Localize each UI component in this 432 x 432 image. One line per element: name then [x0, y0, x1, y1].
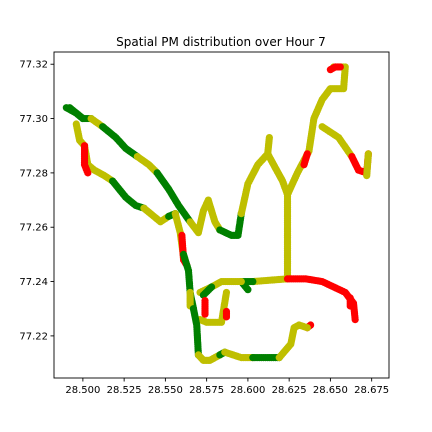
data-point	[303, 324, 311, 332]
x-tick-label: 28.550	[148, 385, 183, 396]
y-tick-label: 77.32	[19, 60, 48, 71]
data-point	[222, 313, 231, 321]
x-tick-label: 28.575	[189, 385, 224, 396]
y-tick-label: 77.30	[19, 114, 48, 125]
data-point	[351, 315, 359, 324]
x-tick-label: 28.525	[107, 385, 142, 396]
x-tick-label: 28.500	[65, 385, 100, 396]
x-tick-label: 28.675	[354, 385, 389, 396]
chart-title: Spatial PM distribution over Hour 7	[116, 35, 326, 49]
data-point	[336, 63, 344, 71]
y-tick-label: 77.22	[19, 331, 48, 342]
data-point	[265, 133, 273, 142]
data-point	[84, 169, 92, 177]
data-point	[363, 172, 371, 180]
data-point	[199, 291, 207, 299]
x-tick-label: 28.600	[230, 385, 265, 396]
plot-area-frame	[53, 51, 390, 379]
data-point	[244, 286, 252, 294]
data-point	[303, 150, 311, 158]
x-tick-label: 28.625	[272, 385, 307, 396]
data-point	[201, 310, 209, 318]
y-tick-label: 77.24	[19, 277, 48, 288]
y-tick-label: 77.26	[19, 223, 48, 234]
y-tick-label: 77.28	[19, 168, 48, 179]
x-tick-label: 28.650	[313, 385, 348, 396]
y-axis: 77.22 77.24 77.26 77.28 77.30 77.32	[19, 60, 54, 342]
data-point	[79, 114, 87, 123]
data-points-layer	[62, 63, 372, 364]
x-axis: 28.500 28.525 28.550 28.575 28.600 28.625 28.6…	[65, 378, 389, 396]
data-point	[346, 302, 354, 310]
